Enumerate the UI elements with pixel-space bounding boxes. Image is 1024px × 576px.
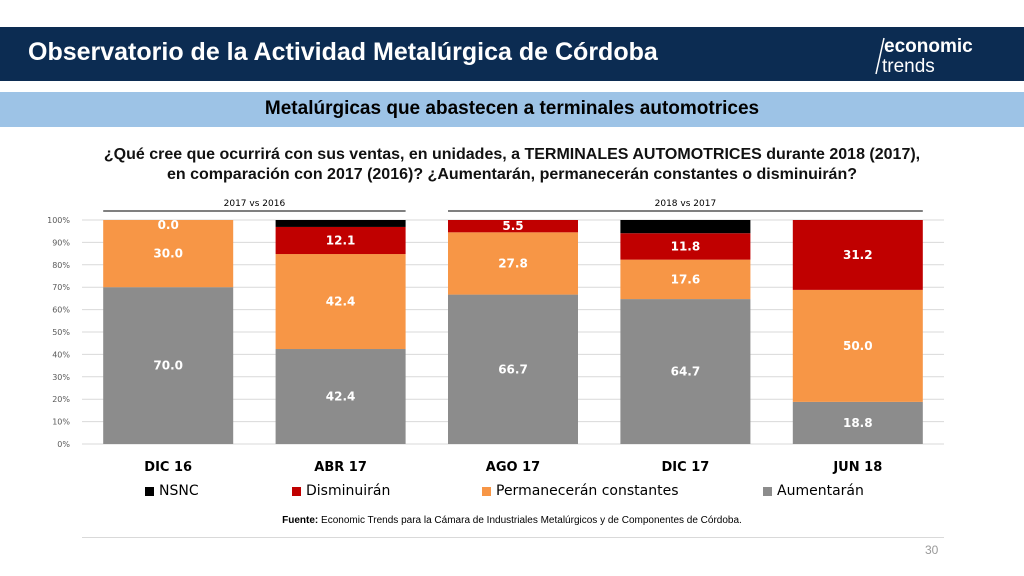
legend-swatch (145, 486, 154, 496)
source-label: Fuente: (282, 515, 319, 526)
bar-segment (792, 220, 923, 290)
x-tick-label: DIC 17 (662, 460, 710, 475)
data-label: 70.0 (153, 359, 183, 373)
legend-item: Permanecerán constantes (482, 483, 679, 499)
question-line-2: en comparación con 2017 (2016)? ¿Aumenta… (167, 166, 857, 183)
y-tick-label: 60% (52, 306, 70, 315)
x-tick-label: JUN 18 (832, 460, 882, 475)
stacked-bar-chart: 0% 10% 20% 30% 40% 50% 60% 70% 80% 90% 100% 70.0 30.… (47, 199, 944, 475)
y-tick-label: 80% (52, 261, 70, 270)
data-label: 27.8 (498, 256, 528, 270)
x-tick-label: AGO 17 (486, 460, 540, 475)
legend-swatch (763, 486, 772, 496)
y-tick-label: 50% (52, 328, 70, 337)
bar-segment (792, 289, 923, 402)
y-tick-label: 10% (52, 418, 70, 427)
bar-segment (275, 226, 406, 255)
data-label: 64.7 (671, 365, 701, 379)
legend-label: Disminuirán (306, 483, 391, 499)
legend-item: Aumentarán (763, 483, 864, 499)
group-label: 2018 vs 2017 (655, 199, 717, 209)
data-label: 5.5 (502, 219, 523, 233)
bar-segment (620, 299, 751, 444)
survey-question: ¿Qué cree que ocurrirá con sus ventas, e… (40, 145, 984, 185)
y-tick-label: 20% (52, 395, 70, 404)
logo-text-economic: economic (884, 36, 973, 57)
logo-text-trends: trends (882, 56, 935, 77)
bar-segment (275, 349, 406, 444)
bar-segment (275, 220, 406, 227)
subheader-bar (0, 92, 1024, 127)
source-text: Economic Trends para la Cámara de Indust… (318, 515, 742, 526)
data-label: 42.4 (326, 295, 356, 309)
legend-swatch (292, 486, 301, 496)
bar-segment (620, 259, 751, 300)
y-tick-label: 0% (57, 440, 70, 449)
page-number: 30 (925, 543, 939, 557)
economic-trends-logo: economic trends (875, 36, 973, 77)
footer-divider (82, 537, 944, 538)
y-tick-label: 70% (52, 283, 70, 292)
page-title: Observatorio de la Actividad Metalúrgica… (28, 38, 658, 66)
x-tick-label: DIC 16 (144, 460, 192, 475)
bar-segment (620, 233, 751, 260)
data-label: 42.4 (326, 390, 356, 404)
data-label: 12.1 (326, 233, 356, 247)
bar-segment (103, 220, 234, 288)
y-tick-label: 100% (47, 216, 70, 225)
data-label: 18.8 (843, 416, 873, 430)
header-bar (0, 27, 1024, 81)
question-line-1: ¿Qué cree que ocurrirá con sus ventas, e… (103, 146, 921, 163)
bar-segment (792, 401, 923, 444)
source-footer: Fuente: Economic Trends para la Cámara d… (0, 515, 1024, 526)
section-title: Metalúrgicas que abastecen a terminales … (264, 98, 760, 119)
data-label: 11.8 (671, 239, 701, 253)
bar-segment (103, 287, 234, 444)
legend-item: Disminuirán (292, 483, 390, 499)
bar-segment (448, 232, 578, 295)
legend-swatch (482, 486, 491, 496)
data-label: 30.0 (153, 247, 183, 261)
y-tick-label: 90% (52, 238, 70, 247)
data-label: 50.0 (843, 339, 873, 353)
bar-segment (620, 220, 751, 234)
y-tick-label: 40% (52, 350, 70, 359)
data-label: 31.2 (843, 248, 873, 262)
legend-label: Aumentarán (777, 483, 864, 499)
bar-segment (275, 254, 406, 350)
legend-label: NSNC (159, 483, 199, 499)
chart-legend: NSNC Disminuirán Permanecerán constantes Au… (0, 483, 1024, 503)
bar-segment (448, 294, 578, 444)
y-tick-label: 30% (52, 373, 70, 382)
group-label: 2017 vs 2016 (224, 199, 286, 209)
data-label: 0.0 (158, 218, 179, 232)
legend-label: Permanecerán constantes (496, 483, 679, 499)
data-label: 66.7 (498, 362, 528, 376)
bar-segment (448, 220, 578, 233)
data-label: 17.6 (671, 272, 701, 286)
legend-item: NSNC (145, 483, 199, 499)
logo-slash (875, 37, 885, 75)
x-tick-label: ABR 17 (314, 460, 367, 475)
